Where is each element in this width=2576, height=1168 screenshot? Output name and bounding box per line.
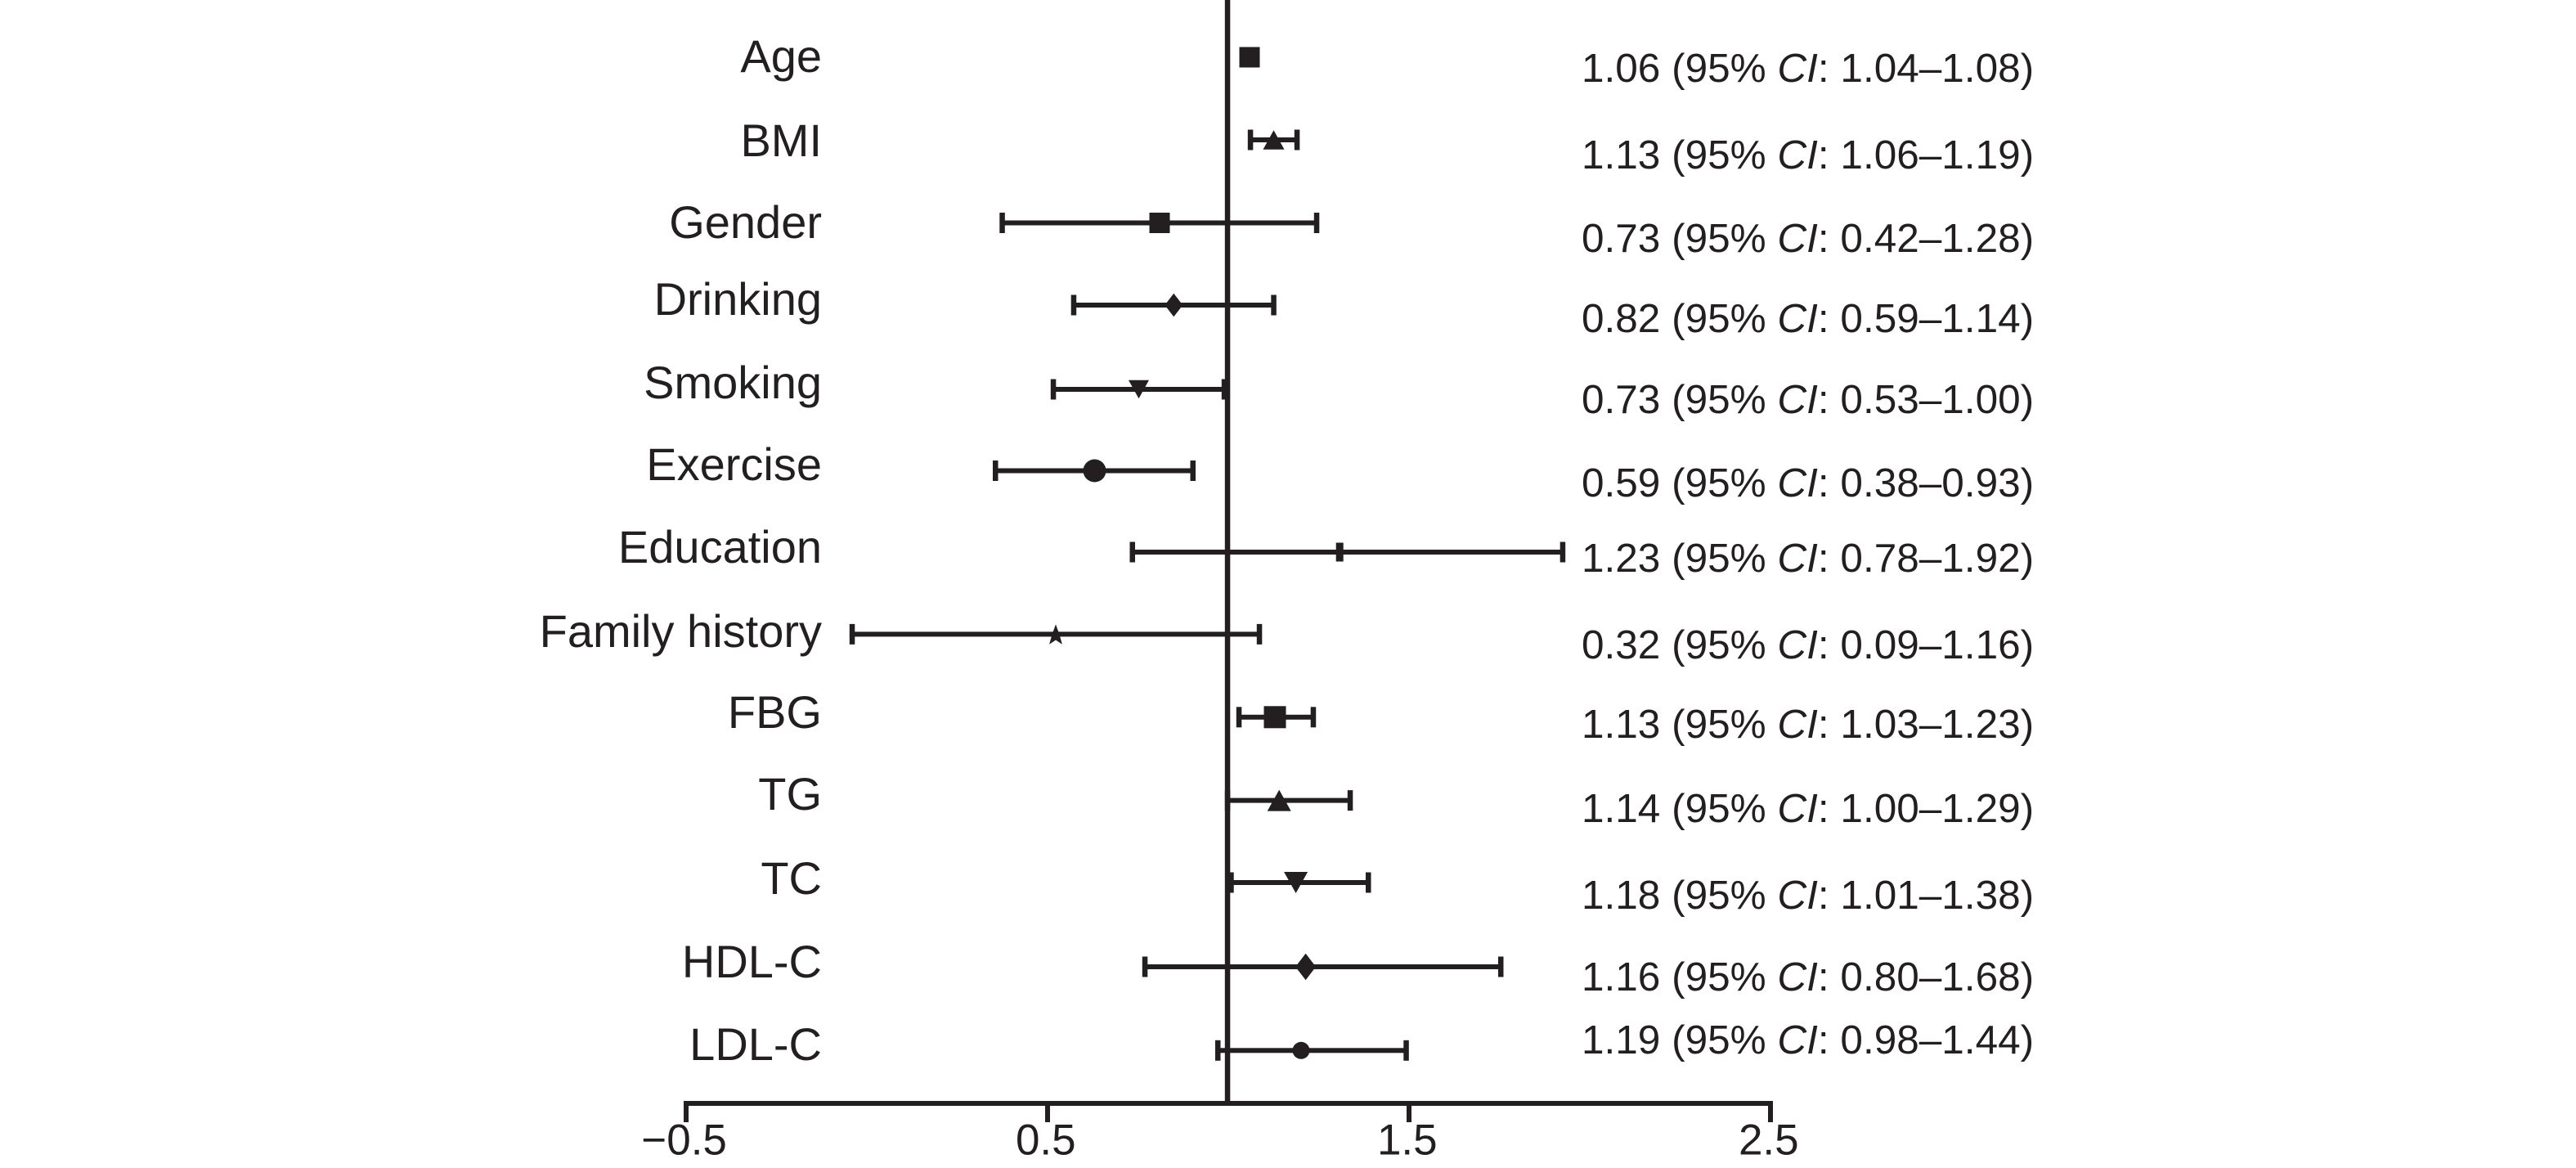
- svg-text:Drinking: Drinking: [654, 273, 822, 325]
- svg-text:1.06 (95% CI: 1.04–1.08): 1.06 (95% CI: 1.04–1.08): [1582, 46, 2034, 91]
- svg-text:TG: TG: [758, 768, 822, 820]
- svg-text:BMI: BMI: [740, 115, 822, 166]
- svg-text:1.18 (95% CI: 1.01–1.38): 1.18 (95% CI: 1.01–1.38): [1582, 873, 2034, 918]
- svg-text:0.5: 0.5: [1016, 1116, 1076, 1165]
- svg-text:Age: Age: [740, 30, 822, 82]
- svg-text:LDL-C: LDL-C: [689, 1018, 822, 1070]
- svg-text:−0.5: −0.5: [641, 1116, 727, 1165]
- svg-text:HDL-C: HDL-C: [682, 936, 822, 987]
- svg-text:1.5: 1.5: [1377, 1116, 1438, 1165]
- svg-text:1.13 (95% CI: 1.06–1.19): 1.13 (95% CI: 1.06–1.19): [1582, 133, 2034, 177]
- svg-text:Gender: Gender: [669, 196, 822, 248]
- svg-text:Smoking: Smoking: [644, 357, 822, 408]
- svg-text:0.32 (95% CI: 0.09–1.16): 0.32 (95% CI: 0.09–1.16): [1582, 622, 2034, 667]
- svg-text:0.59 (95% CI: 0.38–0.93): 0.59 (95% CI: 0.38–0.93): [1582, 460, 2034, 505]
- svg-text:0.73 (95% CI: 0.42–1.28): 0.73 (95% CI: 0.42–1.28): [1582, 216, 2034, 261]
- svg-text:Family history: Family history: [540, 605, 822, 657]
- svg-text:TC: TC: [761, 852, 822, 904]
- svg-text:Education: Education: [618, 521, 822, 573]
- svg-text:1.13 (95% CI: 1.03–1.23): 1.13 (95% CI: 1.03–1.23): [1582, 702, 2034, 747]
- svg-text:2.5: 2.5: [1739, 1116, 1799, 1165]
- svg-text:1.16 (95% CI: 0.80–1.68): 1.16 (95% CI: 0.80–1.68): [1582, 955, 2034, 1000]
- svg-text:1.19 (95% CI: 0.98–1.44): 1.19 (95% CI: 0.98–1.44): [1582, 1018, 2034, 1062]
- svg-text:0.73 (95% CI: 0.53–1.00): 0.73 (95% CI: 0.53–1.00): [1582, 377, 2034, 422]
- svg-text:0.82 (95% CI: 0.59–1.14): 0.82 (95% CI: 0.59–1.14): [1582, 296, 2034, 341]
- svg-text:FBG: FBG: [728, 686, 822, 738]
- svg-text:Exercise: Exercise: [646, 438, 822, 490]
- svg-text:1.14 (95% CI: 1.00–1.29): 1.14 (95% CI: 1.00–1.29): [1582, 786, 2034, 831]
- svg-text:1.23 (95% CI: 0.78–1.92): 1.23 (95% CI: 0.78–1.92): [1582, 536, 2034, 581]
